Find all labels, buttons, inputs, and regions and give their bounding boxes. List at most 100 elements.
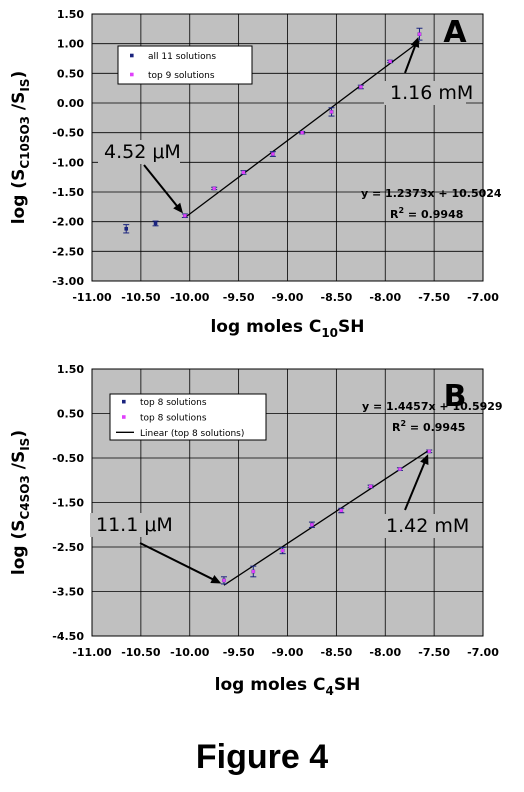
data-point (398, 467, 402, 471)
annotation-arrow (404, 459, 427, 511)
y-tick-label: -2.50 (52, 541, 84, 554)
annotation-background (98, 140, 180, 164)
y-tick-label: -3.50 (52, 586, 84, 599)
trendline (184, 40, 420, 219)
y-tick-label: 0.50 (57, 67, 84, 80)
annotation-label: 1.42 mM (386, 515, 469, 537)
x-tick-label: -11.00 (72, 291, 112, 304)
data-point (251, 569, 255, 574)
y-axis-label-subscript: C10SO3 (18, 116, 32, 169)
annotation-background (380, 514, 462, 538)
data-point (300, 131, 304, 135)
y-axis-label-tail: ) (9, 430, 29, 438)
y-tick-label: -1.50 (52, 186, 84, 199)
x-axis-label-tail: SH (334, 675, 360, 695)
panel-label: A (443, 15, 467, 50)
x-axis-label-subscript: 4 (326, 684, 334, 698)
legend-label: top 8 solutions (140, 398, 207, 408)
x-tick-label: -8.00 (369, 646, 401, 659)
y-tick-label: 1.50 (57, 8, 84, 21)
data-point (427, 449, 431, 453)
data-point (212, 186, 216, 191)
r-squared-value: = 0.9945 (406, 421, 465, 434)
x-tick-label: -7.50 (418, 646, 450, 659)
trendline-equation: y = 1.2373x + 10.5024 (361, 187, 502, 200)
x-tick-label: -9.00 (272, 291, 304, 304)
data-point (271, 152, 275, 156)
y-axis-label-subscript: IS (18, 438, 32, 451)
data-point (281, 548, 285, 553)
annotation-arrowhead (173, 202, 183, 214)
x-tick-label: -10.00 (170, 646, 210, 659)
x-axis-label-main: log moles C (210, 317, 321, 337)
annotation-arrowhead (410, 36, 420, 48)
y-tick-label: 0.00 (57, 97, 84, 110)
x-axis-label: log moles C4SH (215, 675, 361, 698)
legend-box (109, 393, 267, 441)
data-point (368, 484, 373, 489)
x-axis-label-tail: SH (338, 317, 364, 337)
y-axis-label-mid: /S (9, 451, 29, 475)
r-squared-prefix: R (390, 208, 399, 221)
annotation-background (90, 513, 172, 537)
y-tick-label: 1.50 (57, 363, 84, 376)
annotation-label: 1.16 mM (390, 82, 473, 104)
data-point (339, 508, 343, 513)
legend-marker (122, 415, 126, 419)
x-axis-label: log moles C10SH (210, 317, 364, 340)
r-squared: R2 = 0.9945 (392, 419, 465, 434)
r-squared: R2 = 0.9948 (390, 206, 463, 221)
y-axis-label-subscript: C4SO3 (18, 475, 32, 519)
legend-marker (122, 399, 126, 404)
data-point (124, 226, 129, 231)
x-tick-label: -9.00 (272, 646, 304, 659)
r-squared-superscript: 2 (400, 419, 406, 428)
y-tick-label: -1.50 (52, 497, 84, 510)
annotation-background (384, 81, 466, 105)
y-tick-label: -2.00 (52, 216, 84, 229)
y-tick-label: -0.50 (52, 127, 84, 140)
annotation-arrow (139, 542, 217, 582)
x-tick-label: -11.00 (72, 646, 112, 659)
y-tick-label: -0.50 (52, 452, 84, 465)
y-tick-label: 1.00 (57, 38, 84, 51)
x-tick-label: -8.50 (321, 646, 353, 659)
legend-box (117, 45, 253, 85)
x-tick-label: -10.00 (170, 291, 210, 304)
legend-label: top 8 solutions (140, 414, 207, 424)
y-axis-label: log (SC10SO3 /SIS) (9, 71, 32, 225)
data-point (310, 523, 314, 527)
data-point (241, 170, 246, 175)
r-squared-prefix: R (392, 421, 401, 434)
y-tick-label: -3.00 (52, 275, 84, 288)
data-point (417, 32, 422, 36)
y-axis-label-tail: ) (9, 71, 29, 79)
data-point (388, 59, 392, 64)
legend-marker (130, 53, 134, 58)
legend-label: Linear (top 8 solutions) (140, 429, 244, 439)
y-axis-label-main: log (S (9, 520, 29, 576)
trendline-equation: y = 1.4457x + 10.5929 (362, 400, 503, 413)
y-tick-label: 0.50 (57, 408, 84, 421)
r-squared-value: = 0.9948 (404, 208, 463, 221)
y-axis-label-main: log (S (9, 169, 29, 225)
x-tick-label: -7.50 (418, 291, 450, 304)
legend-label: all 11 solutions (148, 52, 216, 62)
x-tick-label: -9.50 (223, 646, 255, 659)
y-tick-label: -2.50 (52, 245, 84, 258)
x-tick-label: -9.50 (223, 291, 255, 304)
data-point (183, 214, 187, 218)
annotation-arrowhead (210, 575, 222, 584)
annotation-arrow (404, 42, 418, 74)
r-squared-superscript: 2 (398, 206, 404, 215)
annotation-label: 11.1 μM (96, 514, 173, 536)
data-point (359, 85, 363, 89)
x-axis-label-main: log moles C (215, 675, 326, 695)
x-tick-label: -7.00 (467, 646, 499, 659)
data-point (222, 578, 226, 582)
figure-title: Figure 4 (195, 738, 329, 776)
annotation-label: 4.52 μM (104, 141, 181, 163)
legend-label: top 9 solutions (148, 71, 215, 81)
panel-label: B (444, 379, 467, 414)
y-axis-label-subscript: IS (18, 78, 32, 91)
